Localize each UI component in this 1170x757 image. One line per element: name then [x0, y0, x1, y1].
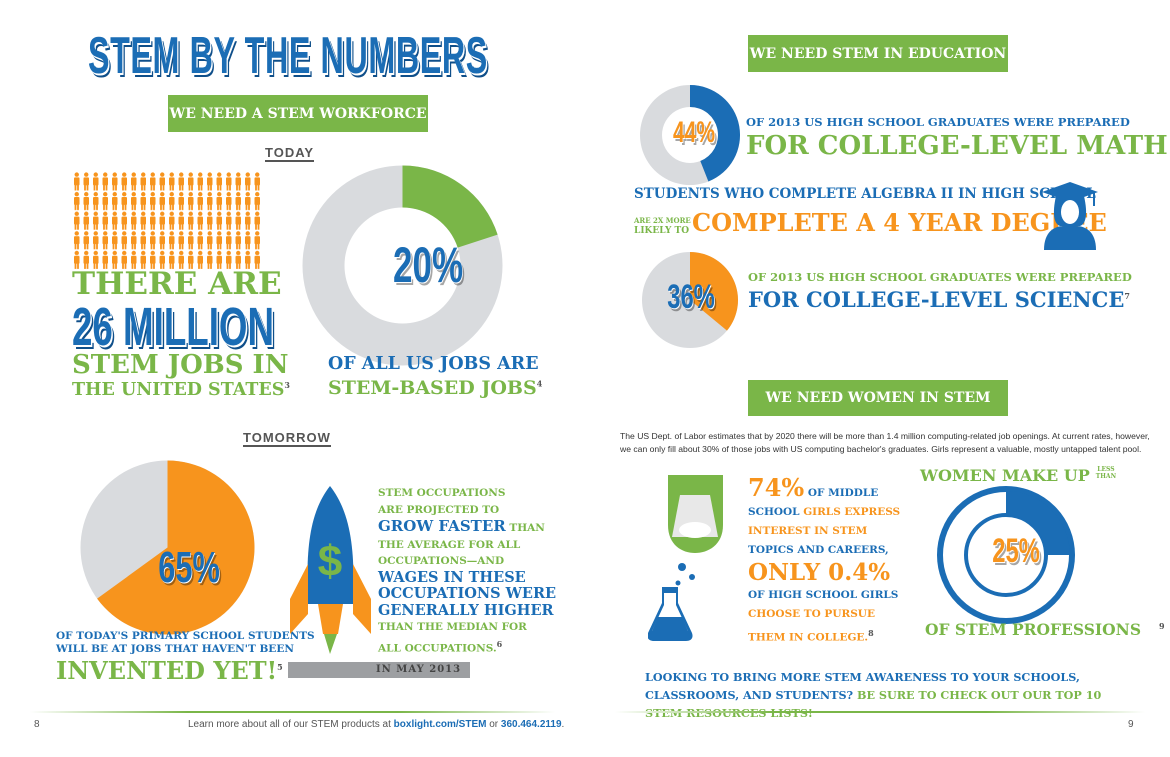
women-less: LESS	[1097, 466, 1115, 473]
workforce-banner: WE NEED A STEM WORKFORCE	[168, 95, 428, 132]
footer-link[interactable]: boxlight.com/STEM	[393, 719, 487, 730]
growth-t5: THE AVERAGE FOR ALL	[378, 538, 521, 551]
cta-blue: LOOKING TO BRING MORE STEM AWARENESS TO …	[645, 670, 1080, 702]
stem-jobs-segment	[402, 165, 498, 248]
math-segment	[690, 85, 740, 182]
svg-text:$: $	[318, 537, 342, 586]
footer-phone: 360.464.2119	[500, 719, 562, 730]
jobs-line3: STEM JOBS IN	[72, 350, 289, 380]
algebra-small2: LIKELY TO	[634, 226, 690, 236]
tomorrow-heading: TOMORROW	[243, 430, 331, 447]
footer-end: .	[561, 719, 565, 730]
jobs-line1: THERE ARE	[72, 266, 282, 302]
science-label: 36%	[667, 278, 715, 316]
science-line1: OF 2013 US HIGH SCHOOL GRADUATES WERE PR…	[748, 270, 1132, 284]
girls-p10: THEM IN COLLEGE.	[748, 631, 869, 644]
footnote: 3	[284, 380, 290, 391]
page-number: 8	[34, 719, 40, 730]
women-label: 25%	[992, 532, 1040, 570]
growth-t7: WAGES IN THESE	[378, 568, 526, 586]
girls-p9: CHOOSE TO PURSUE	[748, 608, 875, 620]
math-donut	[640, 85, 740, 185]
algebra-small1: ARE 2X MORE	[634, 216, 691, 225]
footer-text: Learn more about all of our STEM product…	[188, 719, 394, 730]
women-line1: WOMEN MAKE UP	[920, 466, 1090, 485]
growth-t2: ARE PROJECTED TO	[378, 503, 500, 516]
page-number: 9	[1128, 719, 1134, 730]
girls-p7: ONLY 0.4%	[748, 559, 891, 586]
people-icon-grid	[72, 172, 262, 270]
footnote: 6	[496, 638, 503, 649]
footnote: 8	[868, 628, 874, 638]
girls-p5: INTEREST IN STEM	[748, 525, 868, 537]
growth-t3: GROW FASTER	[378, 517, 506, 535]
math-line1: OF 2013 US HIGH SCHOOL GRADUATES WERE PR…	[746, 115, 1130, 129]
girls-p4: GIRLS EXPRESS	[803, 506, 901, 518]
pie-line1: OF TODAY'S PRIMARY SCHOOL STUDENTS	[56, 630, 315, 642]
women-than: THAN	[1095, 473, 1117, 480]
primary-students-segment	[97, 460, 255, 635]
science-lab-icon	[648, 475, 723, 641]
education-banner: WE NEED STEM IN EDUCATION	[748, 35, 1008, 72]
science-pie	[642, 252, 738, 348]
growth-t6: OCCUPATIONS—AND	[378, 555, 505, 567]
science-line2: FOR COLLEGE-LEVEL SCIENCE	[748, 287, 1125, 312]
growth-t11: ALL OCCUPATIONS.	[378, 642, 497, 654]
science-segment	[690, 252, 738, 331]
primary-students-pie	[80, 460, 255, 635]
footer-divider	[30, 711, 555, 713]
girls-p3: SCHOOL	[748, 506, 800, 518]
women-paragraph: The US Dept. of Labor estimates that by …	[620, 431, 1150, 454]
date-bar: IN MAY 2013	[288, 662, 470, 678]
pie-line2: WILL BE AT JOBS THAT HAVEN'T BEEN	[56, 643, 294, 655]
girls-p2: OF MIDDLE	[807, 487, 879, 499]
today-heading: TODAY	[265, 145, 315, 162]
jobs-count: 26 MILLION	[72, 297, 274, 357]
footnote: 4	[536, 378, 543, 389]
math-line2: FOR COLLEGE-LEVEL MATH	[746, 131, 1168, 161]
graduate-icon	[1042, 182, 1098, 250]
footnote: 9	[1159, 620, 1165, 631]
growth-t8: OCCUPATIONS WERE	[378, 585, 557, 602]
donut-line2: STEM-BASED JOBS	[328, 377, 537, 399]
growth-t4: THAN	[509, 522, 545, 534]
footer-divider	[615, 711, 1145, 713]
growth-t9: GENERALLY HIGHER	[378, 601, 554, 619]
girls-p1: 74%	[748, 473, 805, 502]
algebra-line1: STUDENTS WHO COMPLETE ALGEBRA II IN HIGH…	[634, 186, 1096, 202]
donut-line1: OF ALL US JOBS ARE	[328, 354, 539, 374]
women-line2: OF STEM PROFESSIONS	[925, 620, 1142, 639]
growth-t1: STEM OCCUPATIONS	[378, 487, 506, 499]
page-title: STEM BY THE NUMBERS	[88, 27, 488, 85]
growth-t10: THAN THE MEDIAN FOR	[378, 621, 527, 633]
rocket-dollar-icon: $	[290, 486, 371, 654]
algebra-big: COMPLETE A 4 YEAR DEGREE	[692, 208, 1107, 237]
women-donut	[937, 486, 1075, 624]
outer-ring	[937, 486, 1075, 624]
footnote: 7	[1124, 291, 1130, 301]
pie-label: 65%	[158, 543, 220, 592]
women-banner: WE NEED WOMEN IN STEM	[748, 380, 1008, 416]
girls-p8: OF HIGH SCHOOL GIRLS	[748, 589, 899, 601]
girls-p6: TOPICS AND CAREERS,	[748, 544, 889, 556]
donut-label: 20%	[393, 237, 464, 293]
pie-line3: INVENTED YET!	[56, 656, 278, 685]
footer-or: or	[486, 719, 501, 730]
jobs-line4: THE UNITED STATES	[72, 380, 285, 400]
cta-green: BE SURE TO CHECK OUT OUR TOP 10 STEM RES…	[645, 688, 1102, 720]
women-segment	[1006, 491, 1070, 555]
footnote: 5	[277, 662, 283, 672]
stem-jobs-donut	[302, 165, 503, 366]
math-label: 44%	[673, 116, 716, 149]
